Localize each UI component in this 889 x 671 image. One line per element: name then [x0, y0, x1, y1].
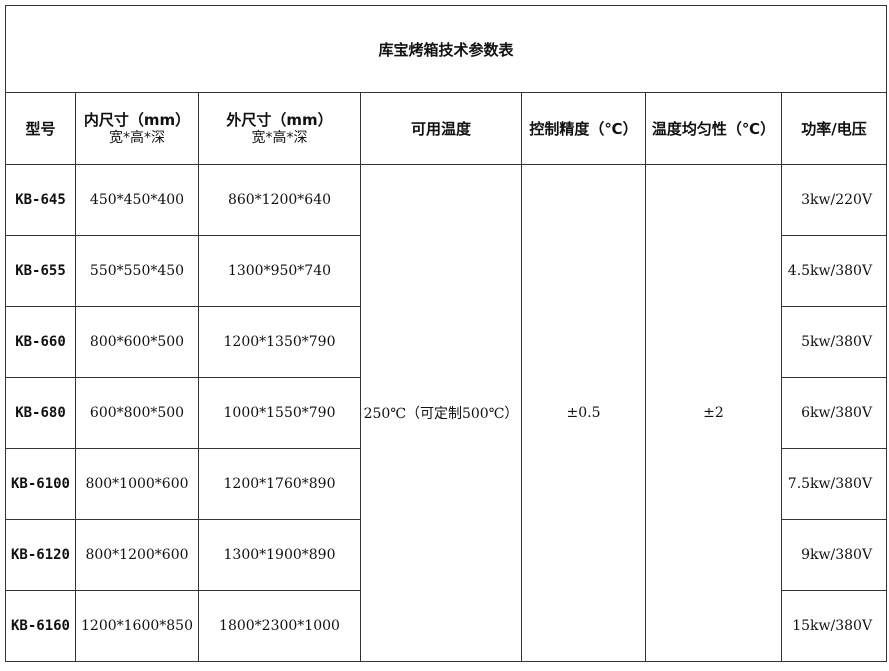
- header-model: 型号: [5, 92, 76, 165]
- cell-outer-size: 1200*1760*890: [198, 448, 361, 520]
- header-inner-sub: 宽*高*深: [109, 130, 165, 146]
- cell-outer-size: 1300*950*740: [198, 235, 361, 307]
- header-outer-sub: 宽*高*深: [251, 130, 308, 146]
- cell-model: KB-655: [5, 235, 76, 307]
- cell-outer-size: 1200*1350*790: [198, 306, 361, 378]
- table-row: KB-645 450*450*400 860*1200*640 250℃（可定制500…: [5, 164, 888, 662]
- cell-power: 9kw/380V: [780, 519, 888, 591]
- table-title: 库宝烤箱技术参数表: [4, 5, 888, 93]
- cell-outer-size: 1000*1550*790: [198, 377, 361, 449]
- cell-model: KB-6120: [5, 519, 76, 591]
- cell-model: KB-6100: [5, 448, 76, 520]
- header-uniformity: 温度均匀性（℃）: [645, 92, 782, 165]
- cell-model: KB-645: [5, 164, 76, 236]
- cell-model: KB-6160: [5, 590, 76, 662]
- header-temp: 可用温度: [360, 92, 522, 165]
- cell-power: 3kw/220V: [780, 164, 888, 236]
- cell-power: 4.5kw/380V: [780, 235, 888, 307]
- cell-power: 5kw/380V: [780, 306, 888, 378]
- header-power: 功率/电压: [780, 92, 888, 165]
- cell-inner-size: 800*1200*600: [75, 519, 199, 591]
- table-row: KB-6100 800*1000*600 1200*1760*890 7.5kw/38…: [5, 448, 888, 520]
- header-row: 型号 内尺寸（mm） 宽*高*深 外尺寸（mm） 宽*高*深 可用温度 控制精度（℃…: [5, 92, 888, 165]
- table-row: KB-660 800*600*500 1200*1350*790 5kw/380V: [5, 306, 888, 378]
- header-outer-main: 外尺寸（mm）: [226, 111, 333, 129]
- spec-table: 库宝烤箱技术参数表 型号 内尺寸（mm） 宽*高*深 外尺寸（mm） 宽*高*深 可…: [4, 5, 888, 662]
- cell-inner-size: 600*800*500: [75, 377, 199, 449]
- cell-power: 7.5kw/380V: [780, 448, 888, 520]
- table-row: KB-6160 1200*1600*850 1800*2300*1000 15kw/3…: [5, 590, 888, 662]
- header-inner-size: 内尺寸（mm） 宽*高*深: [75, 92, 199, 165]
- cell-temp: 250℃（可定制500℃）: [360, 164, 522, 662]
- cell-power: 6kw/380V: [780, 377, 888, 449]
- cell-inner-size: 1200*1600*850: [75, 590, 199, 662]
- cell-outer-size: 1300*1900*890: [198, 519, 361, 591]
- cell-outer-size: 860*1200*640: [198, 164, 361, 236]
- header-inner-main: 内尺寸（mm）: [83, 111, 191, 129]
- cell-inner-size: 450*450*400: [75, 164, 199, 236]
- cell-inner-size: 800*600*500: [75, 306, 199, 378]
- header-outer-size: 外尺寸（mm） 宽*高*深: [198, 92, 361, 165]
- table-row: KB-680 600*800*500 1000*1550*790 6kw/380V: [5, 377, 888, 449]
- cell-model: KB-660: [5, 306, 76, 378]
- cell-outer-size: 1800*2300*1000: [198, 590, 361, 662]
- cell-power: 15kw/380V: [780, 590, 888, 662]
- cell-uniformity: ±2: [645, 164, 782, 662]
- cell-inner-size: 550*550*450: [75, 235, 199, 307]
- table-row: KB-6120 800*1200*600 1300*1900*890 9kw/380V: [5, 519, 888, 591]
- cell-model: KB-680: [5, 377, 76, 449]
- cell-precision: ±0.5: [521, 164, 646, 662]
- table-row: KB-655 550*550*450 1300*950*740 4.5kw/380V: [5, 235, 888, 307]
- header-precision: 控制精度（℃）: [521, 92, 646, 165]
- cell-inner-size: 800*1000*600: [75, 448, 199, 520]
